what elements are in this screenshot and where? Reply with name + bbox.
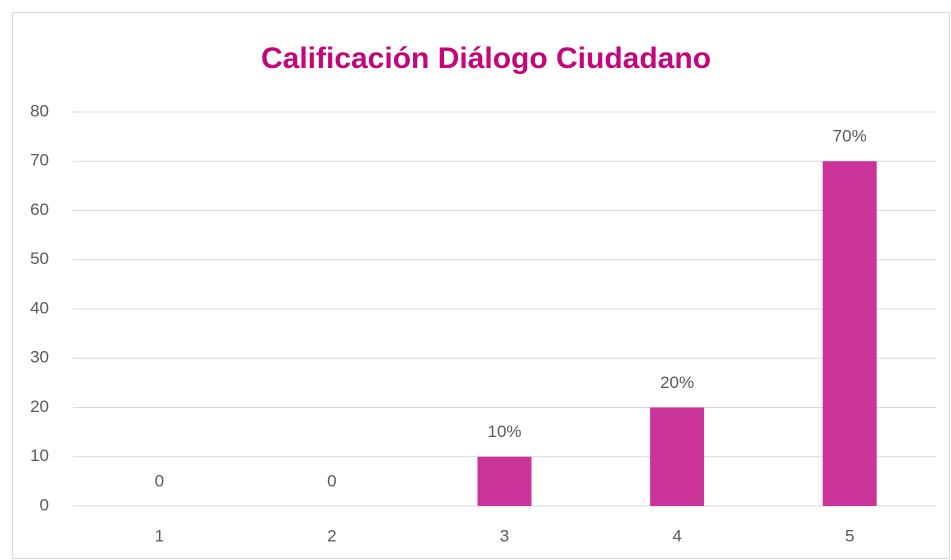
y-tick-label: 80 — [30, 101, 49, 120]
y-tick-label: 70 — [30, 151, 49, 170]
data-label: 0 — [155, 471, 164, 490]
y-tick-label: 60 — [30, 200, 49, 219]
data-label: 10% — [487, 422, 521, 441]
x-tick-label: 3 — [500, 526, 509, 545]
y-tick-label: 20 — [30, 397, 49, 416]
x-tick-label: 5 — [845, 526, 854, 545]
y-tick-label: 30 — [30, 348, 49, 367]
data-label: 20% — [660, 373, 694, 392]
y-tick-label: 40 — [30, 298, 49, 317]
y-tick-label: 10 — [30, 446, 49, 465]
y-tick-label: 0 — [40, 495, 49, 514]
data-label: 70% — [833, 127, 867, 146]
y-tick-label: 50 — [30, 249, 49, 268]
bar — [477, 456, 532, 506]
x-tick-label: 1 — [155, 526, 164, 545]
x-tick-label: 4 — [672, 526, 681, 545]
bar — [822, 161, 877, 506]
chart-title: Calificación Diálogo Ciudadano — [261, 42, 711, 75]
x-tick-label: 2 — [327, 526, 336, 545]
bar — [650, 407, 705, 506]
data-label: 0 — [327, 471, 336, 490]
